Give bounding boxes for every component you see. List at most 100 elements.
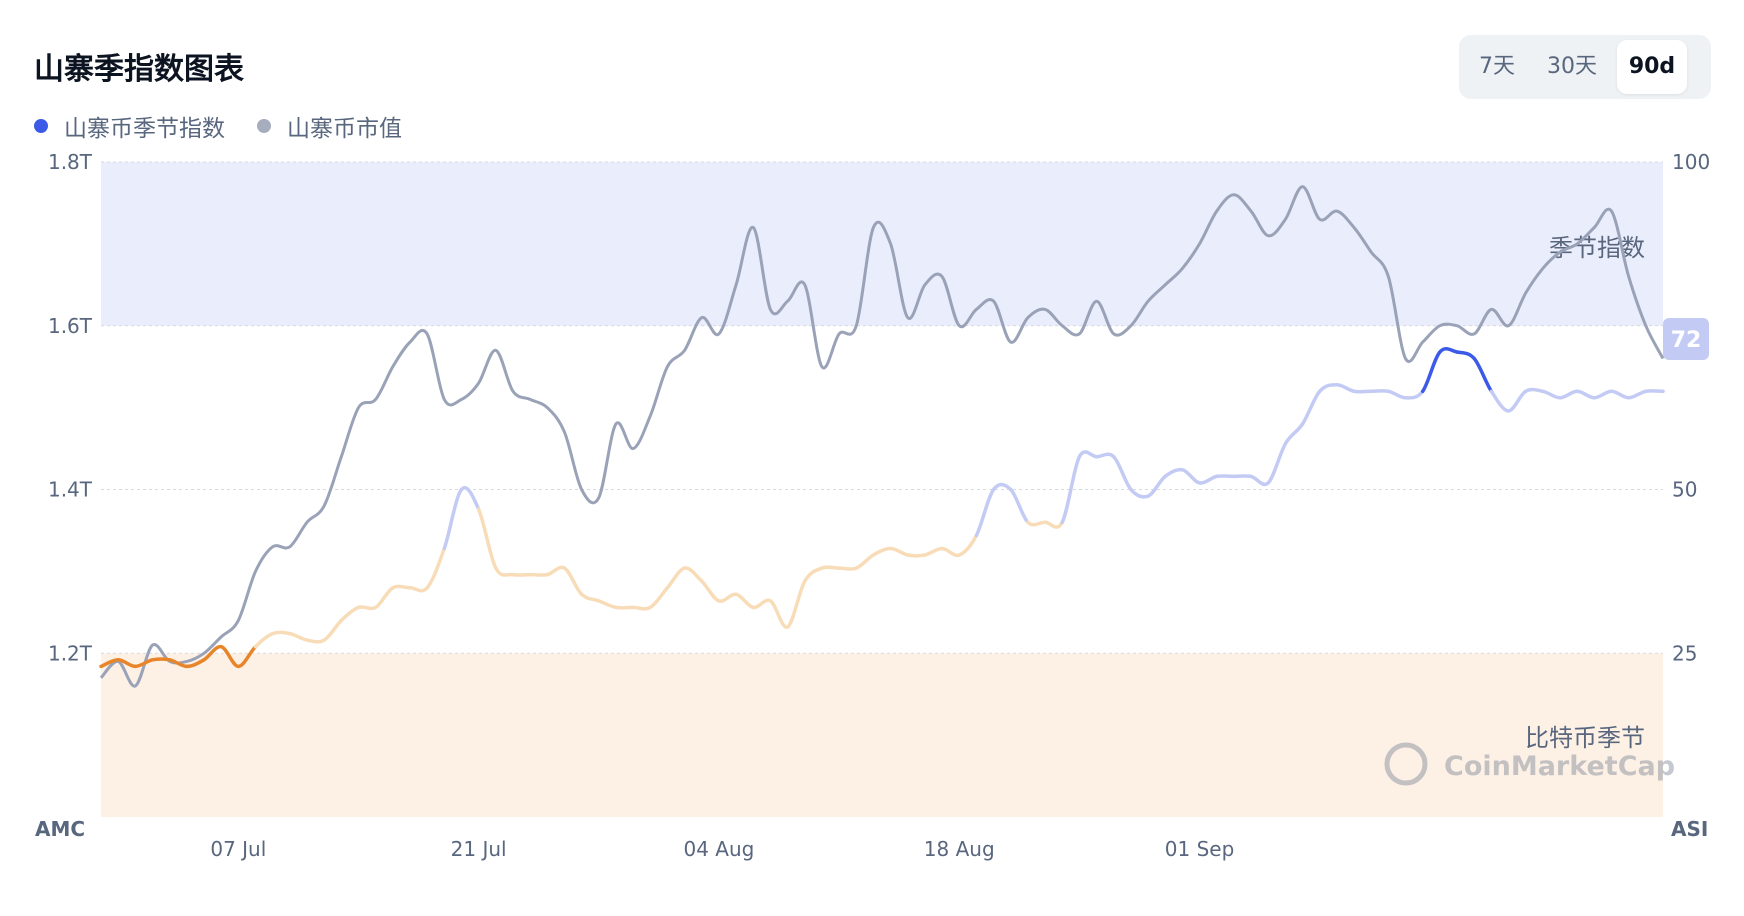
index-line-segment [356,605,378,611]
index-line-segment [1077,450,1099,459]
index-line-segment [1541,389,1562,400]
right-tick-label: 100 [1672,150,1710,174]
index-line-segment [1506,389,1528,413]
legend-label-market-cap: 山寨币市值 [287,116,402,142]
index-line-segment [442,487,464,551]
index-line-segment [545,565,567,577]
x-tick-label: 07 Jul [210,837,266,861]
left-tick-label: 1.8T [48,150,93,174]
index-line-segment [1060,454,1082,525]
left-tick-label: 1.4T [48,478,93,502]
index-line-segment [871,546,893,557]
left-tick-label: 1.2T [48,641,93,665]
index-line-segment [476,507,498,570]
index-line-segment [236,644,258,669]
right-axis-title: ASI [1671,817,1708,841]
index-line-segment [1146,474,1167,498]
range-30d-button[interactable]: 30天 [1547,54,1597,79]
index-line-segment [270,630,292,636]
index-line-segment [768,599,790,629]
index-line-segment [888,546,910,557]
index-line-segment [1403,389,1425,400]
index-line-segment [631,605,653,611]
index-line-segment [1609,389,1631,400]
chart-legend: 山寨币季节指数 山寨币市值 [34,109,434,143]
right-tick-label: 25 [1672,641,1697,665]
left-axis-title: AMC [35,817,85,841]
index-line-segment [1420,350,1442,394]
index-line-segment [1472,356,1494,394]
index-line-segment [820,565,841,570]
index-line-segment [682,566,704,583]
current-value-text: 72 [1671,328,1702,353]
x-tick-label: 01 Sep [1165,837,1235,861]
index-line-segment [494,566,515,577]
index-line-segment [1558,389,1579,400]
index-line-segment [1438,347,1459,354]
index-line-segment [785,579,807,629]
index-line-segment [854,553,876,570]
index-line-segment [459,486,481,511]
index-line-segment [391,584,412,590]
right-axis-ticks: 100 50 25 [1672,150,1710,665]
index-line-segment [700,579,721,603]
right-tick-label: 50 [1672,478,1697,502]
index-line-segment [305,638,326,644]
index-line-segment [1283,422,1305,446]
x-axis-ticks: 07 Jul 21 Jul 04 Aug 18 Aug 01 Sep [210,837,1234,861]
legend-label-index: 山寨币季节指数 [64,116,225,142]
page-title: 山寨季指数图表 [34,52,244,87]
bitcoin-season-zone [101,653,1663,817]
index-line-segment [253,631,275,649]
index-line-segment [1249,474,1270,487]
range-90d-button[interactable]: 90d [1617,40,1687,94]
time-range-selector: 7天 30天 90d [1459,35,1711,99]
index-line-segment [1043,520,1064,529]
left-tick-label: 1.6T [48,314,93,338]
index-line-segment [1163,467,1185,479]
index-line-segment [150,657,172,662]
current-value-badge: 72 [1663,318,1709,360]
index-line-segment [940,546,961,558]
x-tick-label: 18 Aug [924,837,995,861]
range-7d-button[interactable]: 7天 [1479,54,1515,79]
index-line-segment [1094,452,1116,459]
index-line-segment [408,586,429,593]
index-line-segment [1626,389,1648,400]
index-line-segment [1197,474,1219,485]
index-line-segment [1111,454,1133,492]
index-line-segment [1266,441,1288,485]
index-line-segment [1335,382,1356,394]
index-line-segment [1386,389,1408,400]
market-cap-line [99,185,1665,688]
coinmarketcap-logo-icon [1384,742,1428,786]
legend-item-market-cap[interactable]: 山寨币市值 [257,109,402,143]
altcoin-season-zone [101,162,1663,326]
index-line-segment [339,605,361,623]
index-line-segment [288,631,309,642]
index-line-segment [803,566,824,583]
index-line-segment [597,599,618,610]
index-line-segment [905,553,927,558]
index-line-segment [373,586,395,610]
legend-item-index[interactable]: 山寨币季节指数 [34,109,225,143]
index-line-segment [322,618,344,642]
index-line-segment [562,566,584,597]
index-line-segment [665,566,687,590]
x-tick-label: 21 Jul [451,837,507,861]
x-tick-label: 04 Aug [684,837,755,861]
index-line-segment [1592,389,1614,400]
watermark-text: CoinMarketCap [1444,751,1675,782]
index-line-segment [1180,468,1202,485]
index-line-segment [991,482,1013,492]
index-line-segment [717,592,738,603]
index-line-segment [1300,389,1322,426]
watermark: CoinMarketCap [1384,742,1675,786]
index-line-segment [1489,389,1511,413]
index-line-segment [425,546,447,590]
index-line-segment [974,487,996,538]
index-line-segment [1008,487,1030,525]
left-axis-ticks: 1.8T 1.6T 1.4T 1.2T [48,150,93,665]
index-line-segment [1455,350,1476,361]
